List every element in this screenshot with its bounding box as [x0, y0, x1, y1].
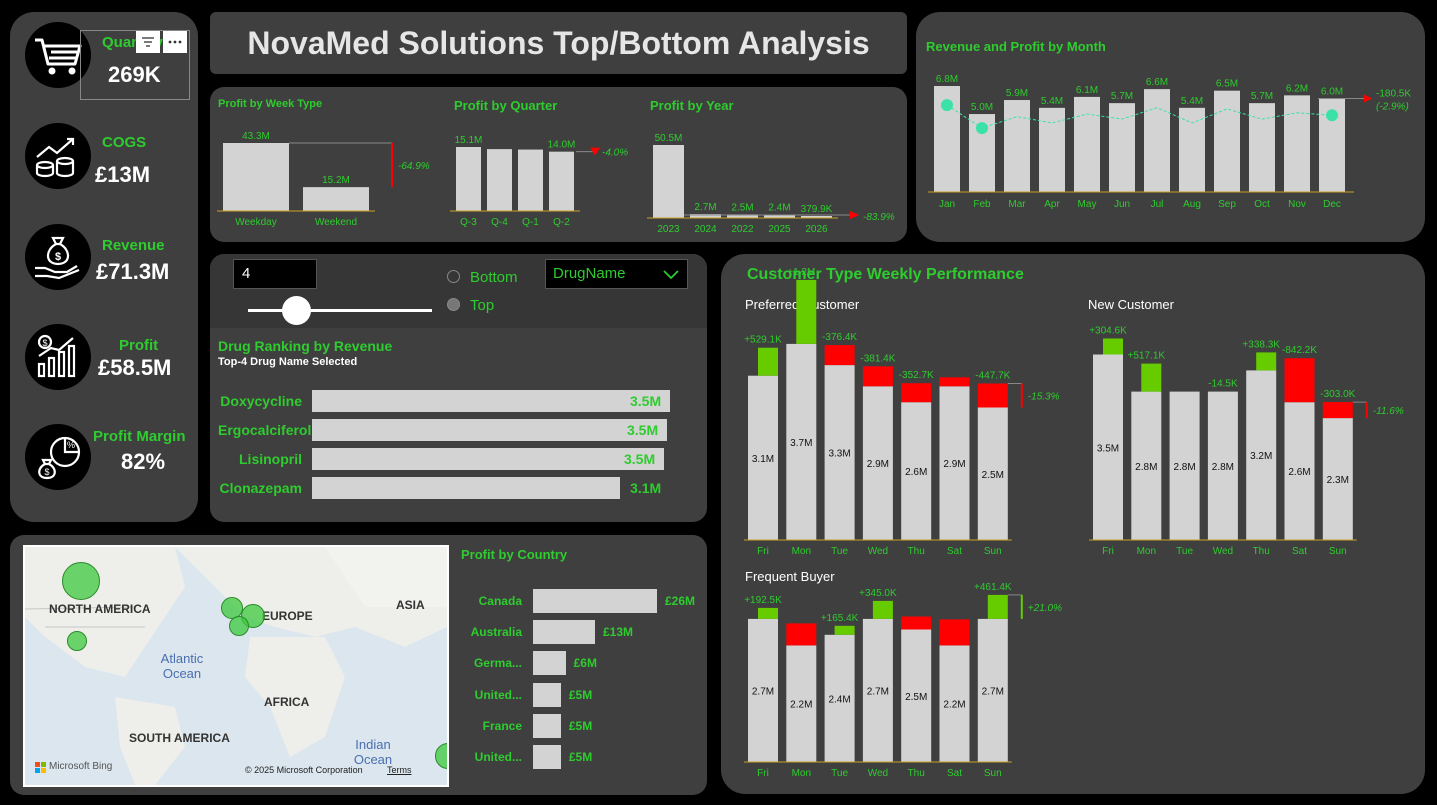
ranking-bar[interactable] — [312, 419, 667, 441]
ranking-drug-name: Doxycycline — [220, 393, 302, 409]
more-options-icon[interactable] — [163, 31, 187, 53]
customer-title: Customer Type Weekly Performance — [747, 266, 1024, 283]
country-value: £6M — [573, 656, 597, 671]
ranking-value: 3.5M — [630, 393, 662, 409]
field-dropdown-value: DrugName — [553, 265, 626, 282]
country-bar[interactable] — [533, 713, 561, 738]
country-title: Profit by Country — [461, 547, 568, 562]
ranking-drug-name: Lisinopril — [239, 451, 302, 467]
map-label-atlantic: Atlantic Ocean — [160, 651, 204, 681]
ranking-value: 3.5M — [627, 422, 659, 438]
ranking-title: Drug Ranking by Revenue — [218, 338, 393, 354]
page-title: NovaMed Solutions Top/Bottom Analysis — [210, 12, 907, 74]
country-value: £26M — [665, 594, 696, 608]
radio-top-label: Top — [470, 297, 495, 314]
kpi-label-profit-margin: Profit Margin — [93, 428, 186, 445]
map-label-africa: AFRICA — [264, 695, 310, 709]
year-title: Profit by Year — [650, 98, 734, 113]
map-label-north-america: NORTH AMERICA — [49, 602, 151, 616]
map-label-asia: ASIA — [396, 598, 425, 612]
country-name: United... — [474, 750, 522, 764]
ranking-value: 3.5M — [624, 451, 656, 467]
radio-top-dot — [447, 298, 460, 311]
map-bubble-canada[interactable] — [62, 562, 100, 600]
country-value: £5M — [568, 718, 593, 733]
ranking-subtitle: Top-4 Drug Name Selected — [218, 356, 358, 368]
country-bar[interactable] — [533, 651, 566, 676]
country-bar[interactable] — [533, 620, 595, 645]
country-bar[interactable] — [533, 682, 561, 707]
ranking-bar[interactable] — [312, 448, 664, 470]
radio-bottom-dot — [447, 270, 460, 283]
country-name: United... — [474, 687, 522, 702]
radio-bottom[interactable]: Bottom — [447, 269, 518, 286]
kpi-label-revenue: Revenue — [102, 237, 165, 254]
svg-text:$: $ — [44, 467, 49, 477]
field-dropdown[interactable]: DrugName — [545, 259, 688, 289]
topn-slider-handle[interactable] — [282, 296, 311, 325]
country-name: France — [482, 718, 522, 733]
percent-money-icon: % $ — [25, 424, 91, 490]
growth-chart-icon: $ — [25, 324, 91, 390]
topn-slider-track[interactable] — [248, 309, 432, 312]
map-label-indian: Indian Ocean — [353, 737, 393, 767]
kpi-value-quantity: 269K — [108, 62, 161, 87]
kpi-focus-frame — [80, 30, 190, 100]
country-name: Canada — [478, 594, 522, 608]
country-value: £5M — [568, 687, 593, 702]
radio-bottom-label: Bottom — [470, 269, 518, 286]
svg-text:%: % — [67, 440, 75, 450]
monthly-title: Revenue and Profit by Month — [926, 39, 1106, 54]
ranking-drug-name: Clonazepam — [219, 480, 302, 496]
money-bag-hand-icon: $ — [25, 224, 91, 290]
kpi-label-profit: Profit — [119, 337, 159, 354]
filter-icon[interactable] — [136, 31, 160, 53]
week-type-title: Profit by Week Type — [218, 98, 323, 110]
map-bubble-france[interactable] — [229, 616, 249, 636]
map-label-south-america: SOUTH AMERICA — [129, 731, 230, 745]
topn-input[interactable]: 4 — [233, 259, 317, 289]
kpi-value-profit: £58.5M — [98, 355, 172, 380]
bing-logo-icon — [35, 762, 46, 773]
country-name: Australia — [470, 625, 522, 640]
country-value: £13M — [603, 625, 634, 640]
kpi-value-cogs: £13M — [95, 162, 151, 187]
svg-text:$: $ — [42, 338, 47, 348]
svg-text:$: $ — [55, 251, 61, 263]
country-bar[interactable] — [533, 745, 561, 769]
profit-breakdown-panel — [210, 87, 907, 242]
ranking-drug-name: Ergocalciferol — [218, 422, 312, 438]
country-name: Germa... — [473, 656, 522, 671]
ranking-bar[interactable] — [312, 477, 621, 499]
coins-chart-icon — [25, 123, 91, 189]
profit-map[interactable]: NORTH AMERICA EUROPE ASIA AFRICA SOUTH A… — [23, 545, 449, 787]
customer-group-new: New Customer — [1088, 297, 1174, 312]
map-brand: Microsoft Bing — [49, 761, 113, 772]
map-bubble-united-states[interactable] — [67, 631, 87, 651]
customer-group-preferred: Preferred Customer — [745, 297, 860, 312]
map-terms-link[interactable]: Terms — [387, 765, 412, 775]
map-label-europe: EUROPE — [262, 609, 313, 623]
country-bar[interactable] — [533, 589, 657, 613]
kpi-value-profit-margin: 82% — [121, 449, 166, 474]
map-copyright: © 2025 Microsoft Corporation — [245, 765, 363, 775]
kpi-value-revenue: £71.3M — [96, 259, 170, 284]
chevron-down-icon — [663, 270, 679, 280]
country-value: £5M — [568, 750, 593, 764]
kpi-label-cogs: COGS — [102, 134, 147, 151]
quarter-title: Profit by Quarter — [454, 98, 558, 113]
customer-panel — [721, 254, 1425, 794]
radio-top[interactable]: Top — [447, 297, 494, 314]
customer-group-frequent: Frequent Buyer — [745, 569, 835, 584]
ranking-bar[interactable] — [312, 390, 670, 412]
ranking-value: 3.1M — [630, 480, 662, 496]
